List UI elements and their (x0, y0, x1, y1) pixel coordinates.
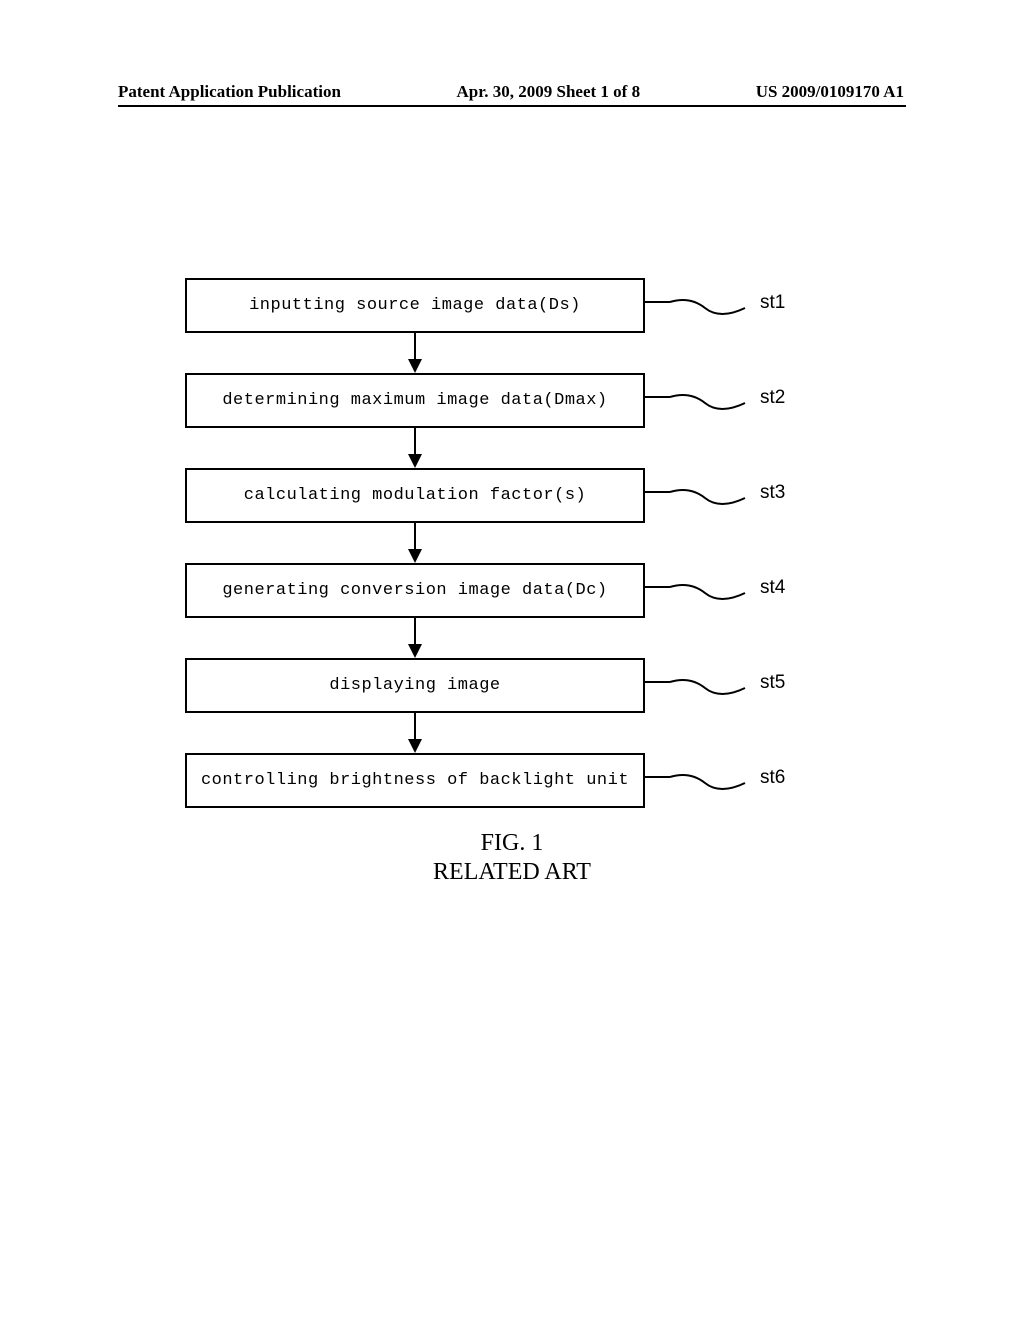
step-label: st5 (760, 672, 785, 694)
header-right: US 2009/0109170 A1 (756, 82, 904, 102)
flow-step: displaying image st5 (185, 658, 835, 713)
step-text: displaying image (329, 676, 500, 695)
page-header: Patent Application Publication Apr. 30, … (0, 82, 1024, 102)
step-connector (645, 294, 760, 324)
step-box: determining maximum image data(Dmax) (185, 373, 645, 428)
flow-arrow (185, 523, 645, 563)
step-text: calculating modulation factor(s) (244, 486, 586, 505)
flow-step: determining maximum image data(Dmax) st2 (185, 373, 835, 428)
step-connector (645, 484, 760, 514)
caption-line1: FIG. 1 (0, 830, 1024, 857)
flow-step: inputting source image data(Ds) st1 (185, 278, 835, 333)
header-left: Patent Application Publication (118, 82, 341, 102)
step-box: displaying image (185, 658, 645, 713)
step-label: st6 (760, 767, 785, 789)
flow-arrow (185, 618, 645, 658)
step-box: inputting source image data(Ds) (185, 278, 645, 333)
flow-arrow (185, 333, 645, 373)
step-label: st4 (760, 577, 785, 599)
step-connector (645, 389, 760, 419)
step-text: generating conversion image data(Dc) (222, 581, 607, 600)
step-text: determining maximum image data(Dmax) (222, 391, 607, 410)
flowchart: inputting source image data(Ds) st1 dete… (185, 278, 835, 808)
step-text: controlling brightness of backlight unit (201, 771, 629, 790)
step-connector (645, 674, 760, 704)
figure-caption: FIG. 1 RELATED ART (0, 830, 1024, 886)
flow-step: calculating modulation factor(s) st3 (185, 468, 835, 523)
flow-step: controlling brightness of backlight unit… (185, 753, 835, 808)
flow-step: generating conversion image data(Dc) st4 (185, 563, 835, 618)
step-connector (645, 579, 760, 609)
caption-line2: RELATED ART (0, 859, 1024, 886)
step-label: st3 (760, 482, 785, 504)
step-label: st2 (760, 387, 785, 409)
step-box: calculating modulation factor(s) (185, 468, 645, 523)
step-label: st1 (760, 292, 785, 314)
step-box: generating conversion image data(Dc) (185, 563, 645, 618)
flow-arrow (185, 713, 645, 753)
flow-arrow (185, 428, 645, 468)
step-box: controlling brightness of backlight unit (185, 753, 645, 808)
step-text: inputting source image data(Ds) (249, 296, 581, 315)
header-center: Apr. 30, 2009 Sheet 1 of 8 (457, 82, 641, 102)
header-rule (118, 105, 906, 107)
step-connector (645, 769, 760, 799)
